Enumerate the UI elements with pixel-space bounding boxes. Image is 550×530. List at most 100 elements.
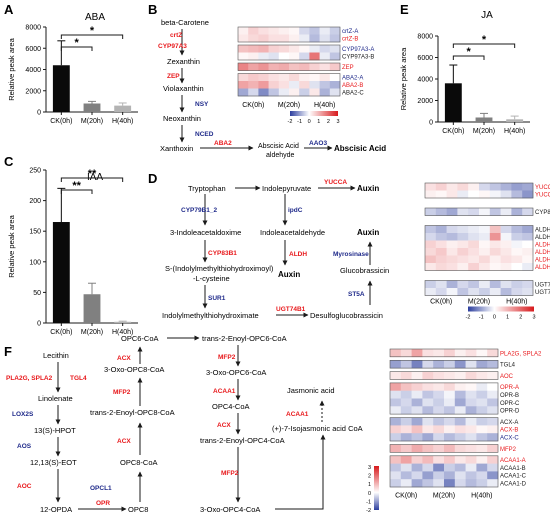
heatmap-cell <box>411 398 423 407</box>
heatmap-cell <box>487 455 499 464</box>
heatmap-cell <box>400 406 412 415</box>
y-tick-label: 250 <box>29 168 41 175</box>
heatmap-cell <box>487 406 499 415</box>
heatmap-cell <box>454 471 466 480</box>
heatmap-cell <box>289 88 300 97</box>
heatmap-cell <box>476 444 488 453</box>
heatmap-cell <box>309 45 320 53</box>
heatmap-cell <box>278 81 290 89</box>
heatmap-cell <box>479 280 491 289</box>
heatmap-cell <box>446 225 458 234</box>
heatmap-group-border <box>389 417 499 442</box>
node-indolepyruvate: Indolepyruvate <box>262 184 311 193</box>
heatmap-cell <box>248 81 259 89</box>
heatmap-cell <box>468 288 480 296</box>
y-tick-label: 0 <box>429 120 433 127</box>
heatmap-cell <box>411 382 423 391</box>
heatmap-cell <box>465 398 477 407</box>
heatmap-cell <box>457 255 469 264</box>
heatmap-cell <box>319 88 331 97</box>
heatmap-cell <box>489 240 501 249</box>
enzyme-yucca: YUCCA <box>324 179 347 186</box>
heatmap-cell <box>390 463 402 472</box>
heatmap-cell <box>329 52 341 61</box>
enzyme-st5a: ST5A <box>348 291 365 298</box>
enzyme-tgl4: TGL4 <box>70 375 87 382</box>
heatmap-cell <box>258 27 269 35</box>
heatmap-cell <box>258 52 269 61</box>
color-scale-tick: 1 <box>317 119 320 125</box>
heatmap-cell <box>422 463 434 472</box>
heatmap-cell <box>511 233 523 241</box>
heatmap-cell <box>435 183 447 191</box>
heatmap-cell <box>465 444 477 453</box>
heatmap-cell <box>500 208 512 216</box>
heatmap-cell <box>268 27 280 35</box>
heatmap-cell <box>444 425 456 434</box>
heatmap-cell <box>446 190 458 199</box>
heatmap-cell <box>289 63 300 71</box>
heatmap-cell <box>238 73 249 82</box>
heatmap-cell <box>248 52 259 61</box>
heatmap-cell <box>411 390 423 399</box>
heatmap-cell <box>268 81 280 89</box>
y-tick-label: 100 <box>29 259 41 266</box>
color-scale-tick: 1 <box>368 482 371 488</box>
gene-label: ACAA1-B <box>500 466 526 472</box>
enzyme-aoc: AOC <box>17 483 32 490</box>
heatmap-cell <box>457 263 469 271</box>
heatmap-cell <box>390 406 402 415</box>
heatmap-cell <box>511 248 523 256</box>
node-12-13s-eot: 12,13(S)-EOT <box>30 458 77 467</box>
gene-label: YUCCA-B <box>535 193 550 199</box>
heatmap-cell <box>400 463 412 472</box>
heatmap-cell <box>468 263 480 271</box>
x-tick-label: M(20h) <box>81 118 103 125</box>
heatmap-cell <box>444 406 456 415</box>
heatmap-cell <box>329 73 341 82</box>
color-scale-tick: 1 <box>506 315 509 321</box>
heatmap-cell <box>400 349 412 358</box>
y-tick-label: 0 <box>37 321 41 328</box>
heatmap-cell <box>446 208 458 216</box>
heatmap-cell <box>457 208 469 216</box>
heatmap-cell <box>476 479 488 488</box>
heatmap-cell <box>289 27 300 35</box>
heatmap-cell <box>299 81 310 89</box>
heatmap-cell <box>468 280 480 289</box>
heatmap-cell <box>433 360 445 369</box>
gene-label: TGL4 <box>500 363 516 369</box>
heatmap-cell <box>446 183 458 191</box>
heatmap-cell <box>500 255 512 264</box>
heatmap-cell <box>476 390 488 399</box>
heatmap-cell <box>457 288 469 296</box>
heatmap-cell <box>500 240 512 249</box>
heatmap-cell <box>444 471 456 480</box>
heatmap-cell <box>411 471 423 480</box>
heatmap-cell <box>309 73 320 82</box>
y-tick-label: 4000 <box>25 67 41 74</box>
heatmap-cell <box>319 45 331 53</box>
heatmap-cell <box>444 398 456 407</box>
heatmap-cell <box>400 425 412 434</box>
heatmap-cell <box>433 463 445 472</box>
heatmap-cell <box>390 425 402 434</box>
heatmap-cell <box>500 288 512 296</box>
heatmap-cell <box>522 225 534 234</box>
heatmap-cell <box>411 433 423 442</box>
heatmap-cell <box>522 183 534 191</box>
enzyme-aba2: ABA2 <box>214 140 232 147</box>
node-indoleacetaldehyde: Indoleacetaldehyde <box>260 228 325 237</box>
heatmap-cell <box>390 382 402 391</box>
heatmap-cell <box>479 255 491 264</box>
heatmap-cell <box>268 88 280 97</box>
gene-label: OPR-D <box>500 409 520 415</box>
color-scale-tick: 2 <box>327 119 330 125</box>
heatmap-cell <box>422 371 434 380</box>
heatmap-cell <box>454 444 466 453</box>
enzyme-myrosinase: Myrosinase <box>333 251 369 258</box>
heatmap-cell <box>435 240 447 249</box>
heatmap-cell <box>511 263 523 271</box>
heatmap-cell <box>400 360 412 369</box>
heatmap-cell <box>435 263 447 271</box>
